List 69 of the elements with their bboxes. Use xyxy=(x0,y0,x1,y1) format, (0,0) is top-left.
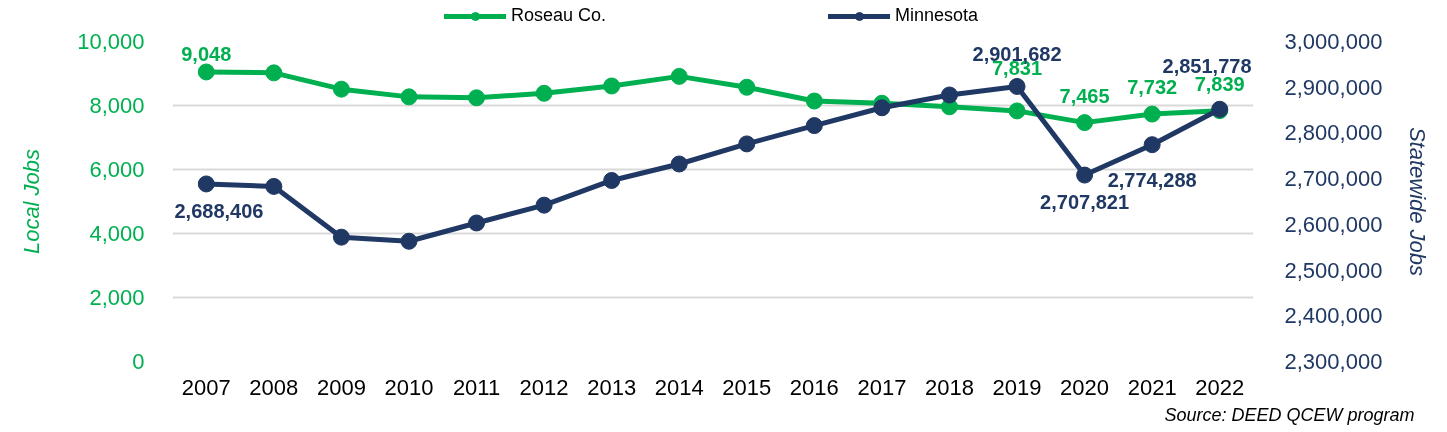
point xyxy=(535,84,553,102)
x-tick-label: 2016 xyxy=(789,374,839,400)
point xyxy=(197,175,215,193)
x-tick-label: 2010 xyxy=(384,374,434,400)
point xyxy=(1008,102,1026,120)
data-label: 2,688,406 xyxy=(174,199,264,222)
point xyxy=(332,80,350,98)
point xyxy=(1076,114,1094,132)
point xyxy=(197,63,215,81)
x-tick-label: 2007 xyxy=(181,374,231,400)
x-tick-label: 2018 xyxy=(925,374,974,400)
y2-tick-label: 2,900,000 xyxy=(1284,74,1383,100)
point xyxy=(332,228,350,246)
point xyxy=(738,135,756,153)
point xyxy=(535,196,553,214)
y2-tick-label: 2,500,000 xyxy=(1284,257,1383,283)
y-tick-label: 4,000 xyxy=(89,221,145,246)
y-tick-label: 8,000 xyxy=(89,93,145,118)
point xyxy=(738,78,756,96)
point xyxy=(603,171,621,189)
point xyxy=(670,155,688,173)
point xyxy=(1076,166,1094,184)
point xyxy=(873,99,891,117)
source-note: Source: DEED QCEW program xyxy=(1164,404,1415,425)
point xyxy=(1143,136,1161,154)
x-tick-label: 2020 xyxy=(1060,374,1110,400)
point xyxy=(670,67,688,85)
y2-tick-label: 2,800,000 xyxy=(1284,120,1383,146)
x-tick-label: 2017 xyxy=(857,374,907,400)
point xyxy=(400,232,418,250)
y-tick-label: 6,000 xyxy=(89,157,145,182)
y-tick-label: 10,000 xyxy=(77,29,145,54)
x-tick-label: 2012 xyxy=(519,374,569,400)
point xyxy=(265,64,283,82)
x-tick-label: 2014 xyxy=(654,374,704,400)
point xyxy=(603,77,621,95)
y-tick-label: 2,000 xyxy=(89,285,145,310)
y2-axis-title: Statewide Jobs xyxy=(1405,126,1431,277)
x-tick-label: 2009 xyxy=(316,374,366,400)
data-label: 7,465 xyxy=(1059,84,1110,107)
y2-tick-label: 2,600,000 xyxy=(1284,211,1383,237)
y2-tick-label: 2,400,000 xyxy=(1284,303,1383,329)
y2-tick-label: 2,700,000 xyxy=(1284,166,1383,192)
x-tick-label: 2013 xyxy=(587,374,637,400)
data-label: 7,732 xyxy=(1127,76,1178,99)
point xyxy=(1143,105,1161,123)
x-tick-label: 2011 xyxy=(452,374,501,400)
point xyxy=(400,88,418,106)
data-label: 2,707,821 xyxy=(1040,191,1130,214)
data-label: 9,048 xyxy=(181,42,232,65)
data-label: 2,774,288 xyxy=(1107,168,1197,191)
x-tick-label: 2015 xyxy=(722,374,772,400)
point xyxy=(468,89,486,107)
x-tick-label: 2019 xyxy=(992,374,1042,400)
point xyxy=(940,86,958,104)
y2-tick-label: 2,300,000 xyxy=(1284,349,1383,374)
legend-label: Roseau Co. xyxy=(511,5,607,26)
point xyxy=(805,92,823,110)
point xyxy=(265,177,283,195)
point xyxy=(805,117,823,135)
x-tick-label: 2022 xyxy=(1195,374,1245,400)
point xyxy=(468,214,486,232)
y-axis-title: Local Jobs xyxy=(19,148,45,255)
y2-tick-label: 3,000,000 xyxy=(1284,29,1383,54)
y-tick-label: 0 xyxy=(132,349,145,374)
legend-label: Minnesota xyxy=(895,5,979,26)
x-tick-label: 2021 xyxy=(1127,374,1177,400)
x-tick-label: 2008 xyxy=(249,374,299,400)
point xyxy=(1008,77,1026,95)
